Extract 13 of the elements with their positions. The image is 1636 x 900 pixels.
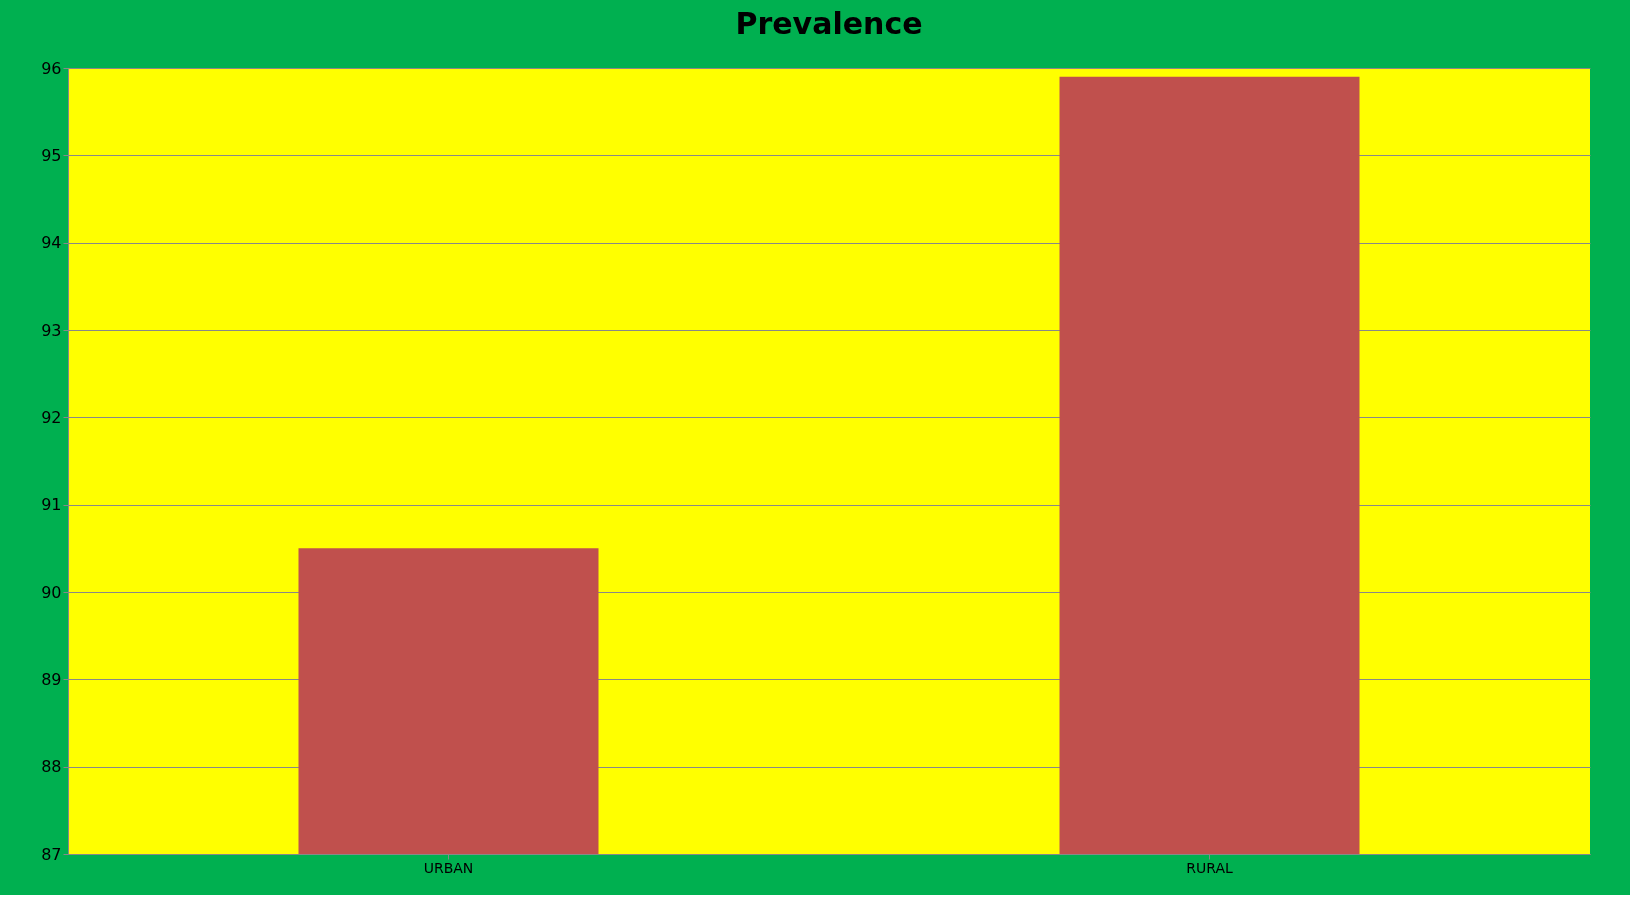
y-tick-label: 96 [41, 58, 62, 78]
y-tick-label: 94 [41, 233, 62, 253]
y-tick-label: 90 [41, 582, 62, 602]
y-tick-label: 92 [41, 407, 62, 427]
y-tick-label: 91 [41, 495, 62, 515]
y-tick-label: 88 [41, 757, 62, 777]
y-tick-label: 89 [41, 669, 62, 689]
y-tick-label: 87 [41, 844, 62, 864]
y-tick-label: 95 [41, 145, 62, 165]
x-tick-label: RURAL [1186, 859, 1233, 876]
x-tick-label: URBAN [423, 859, 474, 876]
y-tick-label: 93 [41, 320, 62, 340]
chart-title: Prevalence [735, 6, 923, 41]
